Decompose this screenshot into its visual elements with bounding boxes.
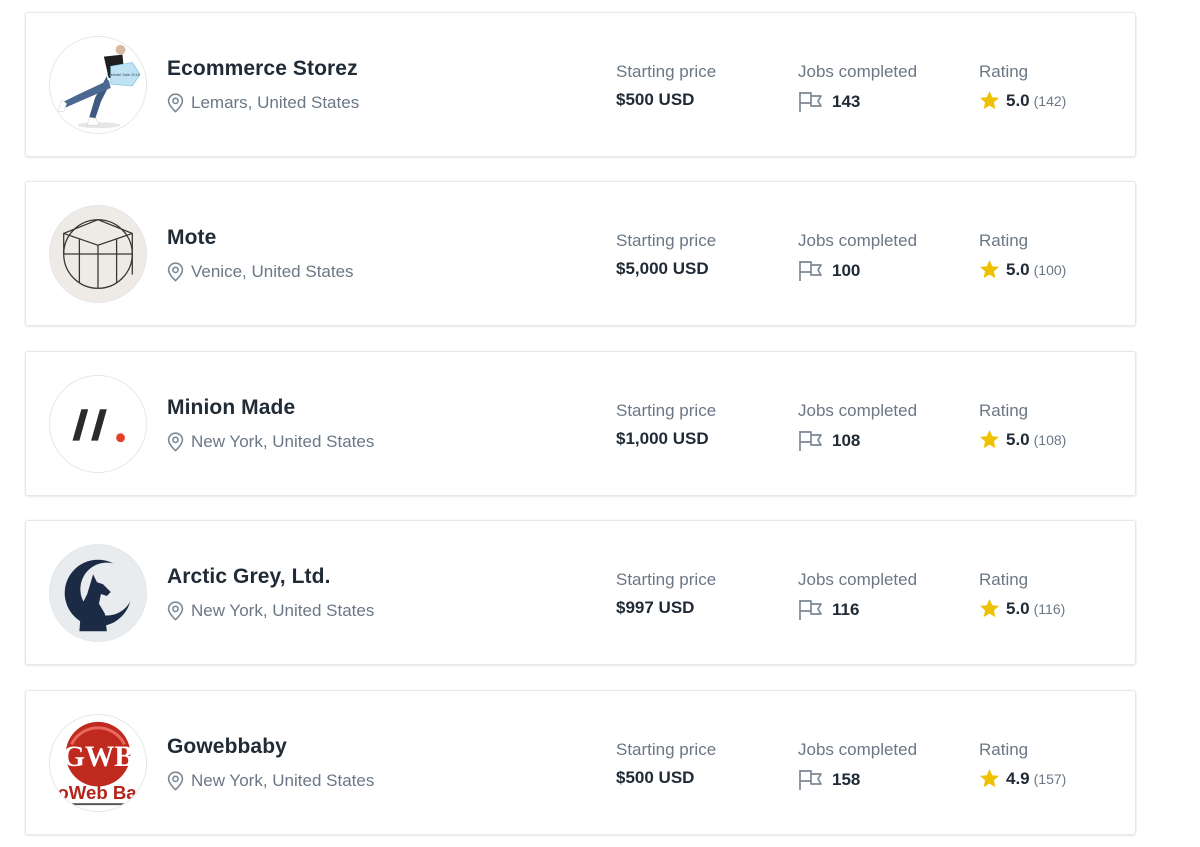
starting-price-label: Starting price	[616, 570, 717, 589]
jobs-completed: 100	[798, 259, 860, 282]
location-pin-icon	[167, 601, 184, 621]
starting-price-value: $500 USD	[616, 90, 695, 109]
gowebbaby-gwb-logo-icon: GWB oWeb Ba	[50, 715, 146, 811]
star-icon	[980, 769, 999, 788]
rating: 5.0 (142)	[979, 90, 1066, 111]
partner-card[interactable]: Website Sale 2016 Ecommerce Storez Lemar…	[25, 12, 1136, 157]
partner-avatar	[49, 375, 147, 473]
starting-price-value: $1,000 USD	[616, 429, 709, 448]
jobs-completed-value: 116	[832, 599, 860, 619]
rating-count: (108)	[1033, 431, 1067, 448]
rating: 4.9 (157)	[979, 768, 1066, 789]
rating-value: 4.9	[1006, 768, 1030, 788]
location-text: New York, United States	[191, 771, 375, 790]
person-holding-website-sign-icon: Website Sale 2016	[50, 37, 146, 133]
partner-name[interactable]: Ecommerce Storez	[167, 57, 358, 80]
flag-icon	[799, 431, 822, 451]
location-text: Venice, United States	[191, 262, 354, 281]
partner-avatar: Website Sale 2016	[49, 36, 147, 134]
jobs-completed: 143	[798, 90, 860, 113]
jobs-completed-label: Jobs completed	[798, 740, 918, 759]
mote-cube-logo-icon	[50, 206, 146, 302]
avatar-logo-text: oWeb Ba	[57, 782, 137, 803]
partner-card[interactable]: GWB oWeb Ba Gowebbaby New York, United S…	[25, 690, 1136, 835]
rating-value: 5.0	[1006, 429, 1030, 449]
rating-value: 5.0	[1006, 90, 1030, 110]
location-pin-icon	[167, 262, 184, 282]
star-icon	[980, 430, 999, 449]
minion-made-slashes-logo-icon	[50, 376, 146, 472]
partner-card[interactable]: Minion Made New York, United States Star…	[25, 351, 1136, 496]
partner-location: New York, United States	[167, 601, 374, 621]
jobs-completed-value: 100	[832, 260, 861, 280]
jobs-completed-value: 108	[832, 430, 861, 450]
location-text: Lemars, United States	[191, 93, 360, 112]
jobs-completed: 158	[798, 768, 860, 791]
partner-card[interactable]: Arctic Grey, Ltd. New York, United State…	[25, 520, 1136, 665]
jobs-completed-label: Jobs completed	[798, 62, 918, 81]
partner-location: Lemars, United States	[167, 93, 359, 113]
jobs-completed: 116	[798, 598, 859, 621]
flag-icon	[799, 600, 822, 620]
rating-count: (157)	[1033, 770, 1067, 787]
partner-name[interactable]: Gowebbaby	[167, 735, 287, 758]
jobs-completed-value: 158	[832, 769, 861, 789]
star-icon	[980, 260, 999, 279]
star-icon	[980, 91, 999, 110]
starting-price-label: Starting price	[616, 740, 717, 759]
rating-label: Rating	[979, 570, 1029, 589]
rating-count: (142)	[1033, 92, 1067, 109]
partner-name[interactable]: Arctic Grey, Ltd.	[167, 565, 331, 588]
starting-price-value: $500 USD	[616, 768, 695, 787]
flag-icon	[799, 770, 822, 790]
svg-text:GWB: GWB	[62, 741, 134, 773]
location-text: New York, United States	[191, 432, 375, 451]
jobs-completed-label: Jobs completed	[798, 570, 918, 589]
partner-location: Venice, United States	[167, 262, 354, 282]
location-pin-icon	[167, 771, 184, 791]
location-text: New York, United States	[191, 601, 375, 620]
flag-icon	[799, 92, 822, 112]
rating: 5.0 (116)	[979, 598, 1065, 619]
jobs-completed-label: Jobs completed	[798, 401, 918, 420]
partner-location: New York, United States	[167, 432, 374, 452]
location-pin-icon	[167, 432, 184, 452]
rating: 5.0 (100)	[979, 259, 1066, 280]
starting-price-label: Starting price	[616, 401, 717, 420]
partner-avatar: GWB oWeb Ba	[49, 714, 147, 812]
starting-price-value: $5,000 USD	[616, 259, 709, 278]
rating-label: Rating	[979, 401, 1029, 420]
partner-name[interactable]: Minion Made	[167, 396, 296, 419]
starting-price-label: Starting price	[616, 62, 717, 81]
rating-count: (100)	[1033, 261, 1067, 278]
location-pin-icon	[167, 93, 184, 113]
partner-name[interactable]: Mote	[167, 226, 217, 249]
partner-avatar	[49, 205, 147, 303]
rating-value: 5.0	[1006, 259, 1030, 279]
flag-icon	[799, 261, 822, 281]
avatar-sign-text: Website Sale 2016	[107, 72, 140, 77]
jobs-completed-value: 143	[832, 91, 861, 111]
rating-count: (116)	[1033, 600, 1066, 617]
partner-avatar	[49, 544, 147, 642]
starting-price-value: $997 USD	[616, 598, 695, 617]
rating-value: 5.0	[1006, 598, 1030, 618]
partner-card[interactable]: Mote Venice, United States Starting pric…	[25, 181, 1136, 326]
partner-location: New York, United States	[167, 771, 374, 791]
starting-price-label: Starting price	[616, 231, 717, 250]
rating-label: Rating	[979, 231, 1029, 250]
jobs-completed: 108	[798, 429, 860, 452]
rating-label: Rating	[979, 62, 1029, 81]
rating-label: Rating	[979, 740, 1029, 759]
jobs-completed-label: Jobs completed	[798, 231, 918, 250]
howling-wolf-moon-logo-icon	[50, 545, 146, 641]
star-icon	[980, 599, 999, 618]
rating: 5.0 (108)	[979, 429, 1066, 450]
